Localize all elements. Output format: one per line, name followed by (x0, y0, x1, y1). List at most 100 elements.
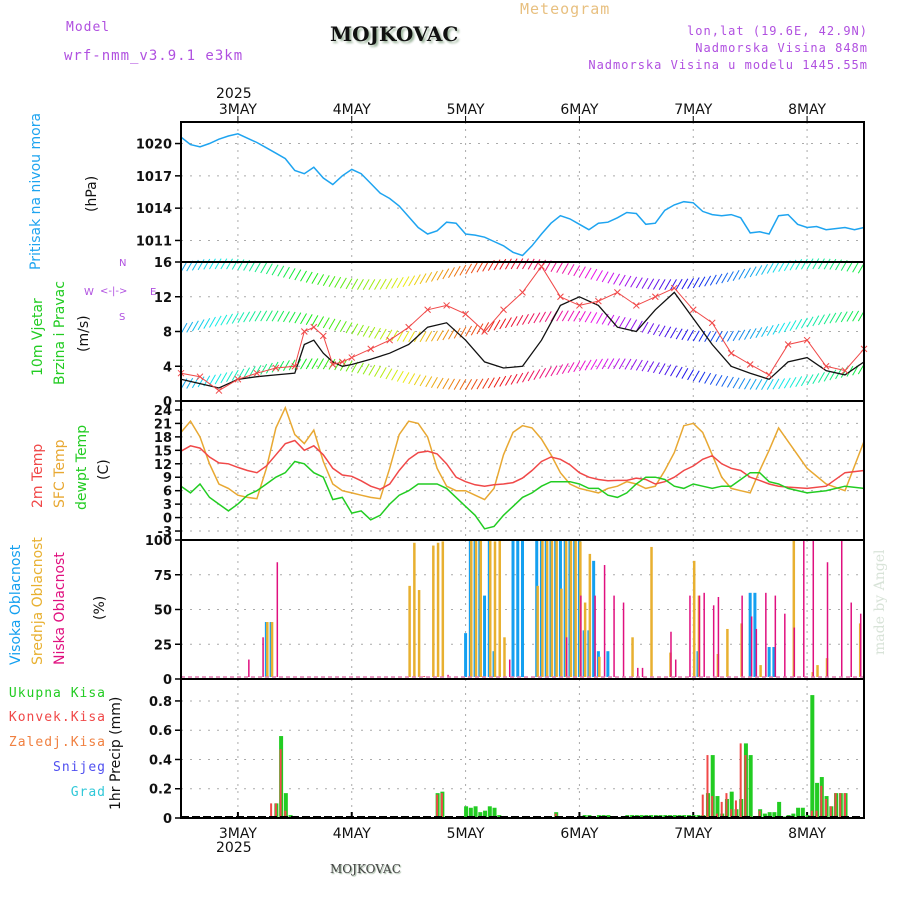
precip-bar (748, 755, 753, 818)
wind-barb (721, 272, 729, 284)
wind-barb (766, 378, 774, 390)
wind-barb (704, 331, 712, 343)
precip-bar (820, 785, 823, 818)
wind-barb (305, 271, 313, 283)
wind-barb (265, 362, 273, 374)
cloud-bar (631, 637, 634, 677)
cloud-bar (483, 595, 487, 677)
wind-barb (561, 310, 569, 322)
wind-barb (527, 313, 535, 325)
wind-barb (596, 312, 603, 324)
wind-barb (664, 326, 672, 338)
wind-gust-marker (632, 302, 640, 309)
precip-bar (772, 812, 777, 818)
wind-barb (829, 369, 837, 381)
wind-barb (704, 275, 712, 287)
y-tick-label: 1011 (136, 234, 172, 249)
cloud-bar (588, 553, 592, 677)
cloud-bar (441, 541, 445, 677)
wind-barb (345, 278, 353, 290)
precip-bar (715, 813, 718, 818)
precip-bar (734, 800, 737, 818)
bottom-day-label: 4MAY (333, 826, 371, 842)
wind-barb (499, 258, 507, 270)
wind-barb (624, 358, 632, 370)
precip-bar (672, 815, 677, 818)
y-tick-label: 25 (154, 638, 172, 653)
wind-barb (772, 261, 780, 273)
wind-barb (436, 377, 444, 389)
bottom-day-label: 5MAY (447, 826, 485, 842)
wind-barb (413, 274, 421, 286)
wind-barb (789, 376, 797, 388)
wind-barb (681, 278, 689, 290)
wind-gust-marker (348, 354, 356, 361)
wind-barb (357, 278, 364, 290)
wind-barb (522, 314, 529, 325)
y-tick-label: 12 (154, 458, 172, 473)
wind-gust-marker (329, 361, 337, 368)
wind-barb (527, 370, 535, 382)
wind-gust-marker (424, 306, 431, 314)
precip-bar (720, 801, 723, 818)
wind-barb (749, 378, 757, 390)
wind-barb (351, 278, 359, 290)
wind-gust-marker (557, 293, 564, 301)
wind-barb (596, 270, 603, 282)
cloud-bar (470, 540, 473, 677)
wind-barb (493, 376, 501, 388)
precip-bar (800, 807, 805, 818)
wind-barb (277, 265, 285, 277)
wind-barb (641, 321, 649, 333)
wind-gust-marker (500, 306, 507, 314)
wind-barb (260, 310, 268, 322)
precip-bar (478, 812, 483, 818)
top-day-label: 6MAY (560, 102, 598, 118)
precip-bar (729, 791, 734, 818)
wind-gust-marker (595, 297, 602, 305)
wind-barb (328, 318, 336, 330)
wind-barb (829, 312, 837, 324)
wind-barb (800, 375, 808, 387)
wind-gust-marker (670, 284, 678, 292)
wind-barb (300, 313, 307, 325)
wind-barb (755, 379, 763, 390)
wind-barb (226, 313, 233, 325)
cloud-bar (692, 560, 696, 677)
wind-gust-marker (727, 349, 735, 357)
cloud-bar (698, 595, 701, 677)
wind-barb (379, 278, 387, 290)
wind-barb (465, 263, 473, 275)
wind-barb (550, 261, 558, 272)
precip-bar (554, 813, 557, 818)
wind-barb (357, 324, 364, 336)
precip-bar (791, 813, 796, 818)
wind-barb (823, 258, 831, 270)
wind-barb (203, 317, 211, 329)
y-tick-label: 24 (154, 404, 172, 419)
wind-barb (601, 271, 609, 283)
wind-barb (419, 273, 427, 285)
wind-barb (590, 268, 598, 280)
cloud-bar (765, 592, 767, 677)
cloud-bar (767, 647, 771, 677)
wind-barb (687, 277, 694, 289)
cloud-bar (703, 592, 705, 677)
y-tick-label: 1017 (136, 170, 172, 185)
wind-barb (328, 276, 336, 287)
wind-gust-marker (196, 373, 204, 381)
precip-bar (487, 806, 492, 818)
wind-barb (709, 274, 717, 286)
y-tick-label: 0 (163, 512, 172, 527)
y-tick-label: 16 (154, 256, 172, 271)
panel-frame (180, 678, 865, 819)
wind-barb (658, 363, 666, 375)
top-day-label: 3MAY (219, 102, 257, 118)
wind-barb (692, 370, 700, 382)
cloud-bar (555, 540, 558, 677)
wind-barb (231, 369, 239, 381)
wind-barb (425, 330, 433, 342)
top-day-label: 8MAY (788, 102, 826, 118)
panel-frame (180, 121, 865, 263)
cloud-bar (726, 628, 729, 677)
